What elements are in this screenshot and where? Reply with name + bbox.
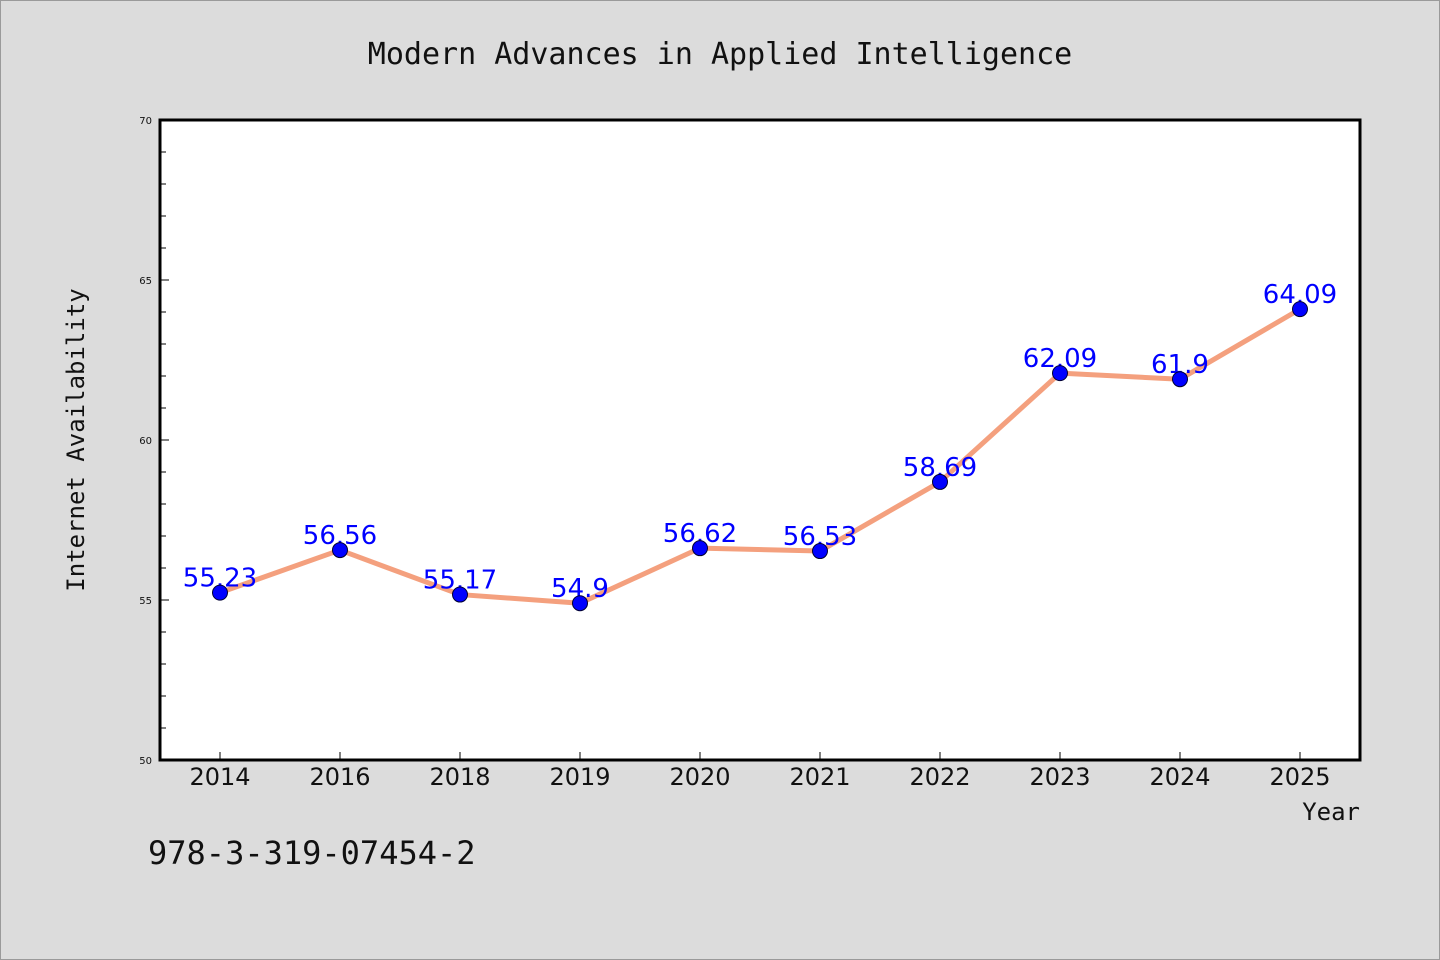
x-tick-label: 2020: [669, 763, 730, 791]
x-axis: 2014 2016 2018 2019 2020 2021 2022 2023 2024 2025: [189, 752, 1331, 791]
x-tick-label: 2021: [789, 763, 850, 791]
y-axis-label: Internet Availability: [62, 288, 90, 591]
x-tick-label: 2014: [189, 763, 250, 791]
data-point: [1292, 301, 1308, 318]
data-point: [1052, 365, 1068, 382]
series-line: [217, 306, 1303, 606]
x-tick-label: 2018: [429, 763, 490, 791]
data-point: [1172, 371, 1188, 388]
data-point: [452, 586, 468, 603]
x-tick-label: 2025: [1269, 763, 1330, 791]
data-point: [692, 540, 708, 557]
data-point: [332, 542, 348, 559]
footnote: 978-3-319-07454-2: [148, 834, 476, 872]
x-tick-label: 2016: [309, 763, 370, 791]
y-tick-label: 65: [139, 276, 152, 287]
data-point: [932, 473, 948, 490]
x-axis-label: Year: [1302, 798, 1360, 826]
x-tick-label: 2024: [1149, 763, 1210, 791]
y-tick-label: 70: [139, 116, 152, 127]
x-tick-label: 2022: [909, 763, 970, 791]
y-axis: 50 55 60 65 70: [139, 116, 169, 767]
plot-area: [158, 118, 1362, 762]
x-tick-label: 2023: [1029, 763, 1090, 791]
data-point: [812, 543, 828, 560]
x-tick-label: 2019: [549, 763, 610, 791]
chart-title: Modern Advances in Applied Intelligence: [368, 37, 1072, 72]
data-point: [572, 595, 588, 612]
y-tick-label: 60: [139, 436, 152, 447]
y-tick-label: 50: [139, 756, 152, 767]
data-point: [212, 584, 228, 601]
y-tick-label: 55: [139, 596, 152, 607]
